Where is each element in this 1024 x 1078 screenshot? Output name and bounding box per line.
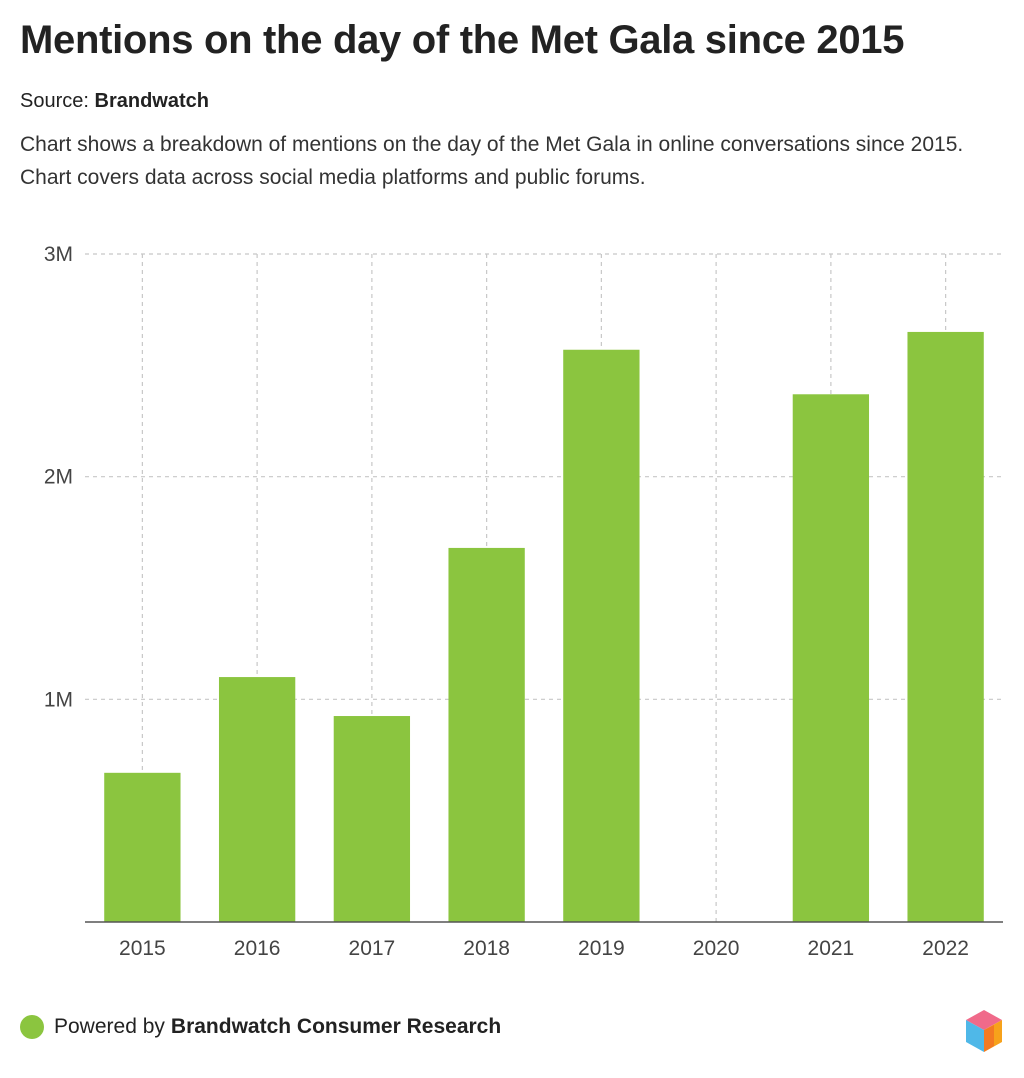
bar-2015 (104, 772, 181, 922)
powered-name: Brandwatch Consumer Research (170, 1015, 502, 1038)
x-tick-label: 2017 (349, 937, 396, 960)
x-tick-label: 2022 (922, 937, 969, 960)
y-tick-label: 2M (44, 466, 73, 489)
bar-2022 (907, 331, 984, 922)
chart-description: Chart shows a breakdown of mentions on t… (20, 133, 964, 189)
bar-2016 (218, 677, 296, 922)
source-label: Source: (20, 90, 89, 112)
legend-dot-icon (20, 1015, 44, 1039)
label-layer: 1M 2M 3M 2015 2016 2017 2018 2019 2020 2021 2022 (44, 243, 969, 960)
x-tick-label: 2021 (808, 937, 855, 960)
footer: Powered by Brandwatch Consumer Research (20, 1015, 501, 1039)
source-name: Brandwatch (94, 90, 209, 112)
powered-label: Powered by (54, 1015, 165, 1038)
bar-layer (104, 331, 984, 922)
x-tick-label: 2020 (693, 937, 740, 960)
x-tick-label: 2015 (119, 937, 166, 960)
y-tick-label: 1M (44, 688, 73, 711)
bar-2021 (792, 394, 870, 922)
bar-2018 (448, 547, 525, 922)
y-tick-label: 3M (44, 243, 73, 266)
x-tick-label: 2019 (578, 937, 625, 960)
brandwatch-logo-icon (966, 1010, 1002, 1052)
bar-2019 (563, 349, 640, 922)
source-line: Source: Brandwatch (20, 90, 209, 113)
x-tick-label: 2018 (463, 937, 510, 960)
bar-2017 (333, 716, 411, 922)
chart-title: Mentions on the day of the Met Gala sinc… (20, 18, 905, 62)
bar-chart: 1M 2M 3M 2015 2016 2017 2018 2019 2020 2021 2022 (44, 243, 1003, 960)
x-tick-label: 2016 (234, 937, 281, 960)
